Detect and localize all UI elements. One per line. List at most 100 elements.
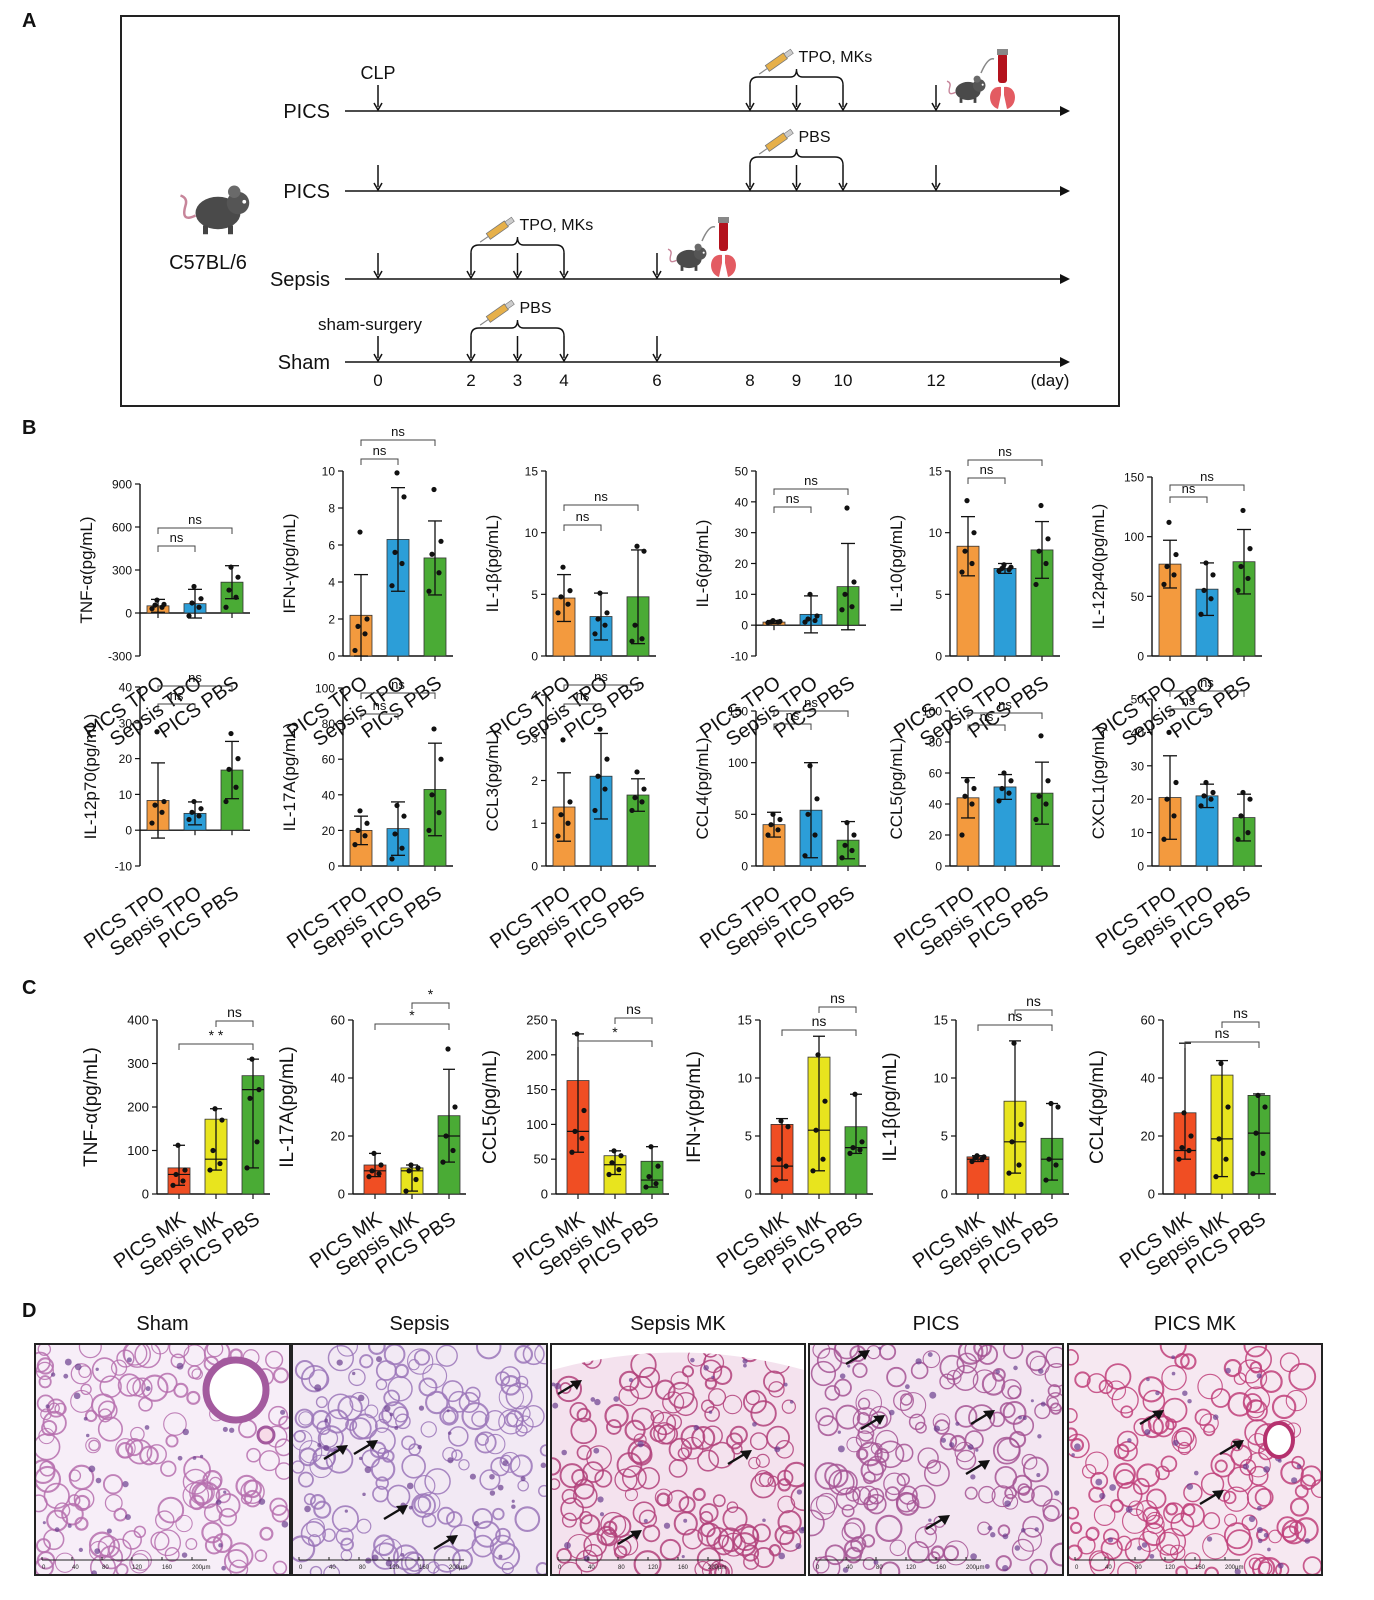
data-point	[567, 588, 573, 594]
data-point	[822, 1098, 828, 1104]
day-arrowhead	[373, 353, 383, 363]
alveolus	[274, 1438, 289, 1457]
y-tick-label: 0	[1148, 1187, 1155, 1202]
alveolus	[331, 1505, 359, 1533]
alveolus	[898, 1485, 918, 1505]
data-point	[450, 1147, 456, 1154]
y-tick-label: 0	[125, 824, 132, 838]
nucleus-cluster	[74, 1363, 82, 1371]
nucleus-cluster	[1256, 1373, 1262, 1379]
data-point	[849, 847, 855, 854]
alveolus	[461, 1402, 490, 1431]
alveolus	[37, 1345, 52, 1356]
alveolus	[1069, 1349, 1079, 1366]
alveolus	[1133, 1418, 1152, 1437]
alveolus	[924, 1522, 937, 1536]
alveolus	[816, 1347, 843, 1374]
histology-texture: 0 40 80 120 160 200μm	[552, 1345, 804, 1574]
alveolus	[666, 1414, 683, 1431]
nucleus-cluster	[1095, 1478, 1103, 1486]
y-tick-label: 200	[526, 1047, 548, 1062]
alveolus	[682, 1528, 703, 1550]
data-point	[558, 594, 564, 600]
significance-bracket	[614, 1017, 653, 1024]
data-point	[233, 594, 239, 600]
y-tick-label: 10	[735, 588, 749, 602]
nucleus-cluster	[554, 1382, 561, 1390]
nucleus-cluster	[1040, 1401, 1046, 1407]
nucleus-cluster	[970, 1553, 977, 1560]
nucleus-cluster	[1172, 1439, 1179, 1446]
data-point	[1045, 778, 1051, 784]
data-point	[639, 636, 645, 642]
nucleus-cluster	[915, 1358, 922, 1365]
alveolus	[1174, 1353, 1190, 1369]
alveolus	[604, 1403, 629, 1429]
data-point	[604, 610, 610, 616]
y-tick-label: 100	[728, 756, 748, 770]
nucleus-cluster	[67, 1523, 72, 1528]
blood-tube	[998, 53, 1007, 83]
y-tick-label: 50	[534, 1152, 548, 1167]
alveolus	[1254, 1487, 1274, 1507]
y-tick-label: 20	[322, 824, 336, 838]
y-tick-label: 60	[322, 753, 336, 767]
alveolus	[375, 1360, 397, 1381]
scale-bar-label: 80	[359, 1565, 366, 1571]
syringe-icon	[479, 216, 515, 243]
nucleus-cluster	[144, 1425, 150, 1430]
alveolus	[1090, 1471, 1109, 1490]
alveolus	[1288, 1362, 1317, 1391]
alveolus	[594, 1469, 613, 1488]
nucleus-cluster	[122, 1480, 129, 1488]
nucleus-cluster	[64, 1358, 72, 1366]
data-point	[161, 601, 167, 608]
data-point	[996, 798, 1002, 804]
alveolus	[879, 1345, 897, 1361]
alveolus	[1070, 1438, 1085, 1452]
alveolus	[870, 1442, 883, 1455]
alveolus	[815, 1492, 838, 1515]
alveolus	[473, 1520, 501, 1548]
alveolus	[68, 1469, 82, 1482]
nucleus-cluster	[762, 1518, 766, 1523]
alveolus	[1259, 1370, 1283, 1394]
alveolus	[1165, 1418, 1177, 1431]
y-tick-label: 0	[541, 1187, 548, 1202]
alveolus	[294, 1360, 315, 1381]
data-point	[847, 1150, 853, 1156]
scale-bar: 0 40 80 120 160 200μm	[1074, 1557, 1243, 1571]
data-point	[228, 730, 234, 737]
alveolus	[1170, 1512, 1195, 1537]
mouse-tail	[180, 194, 197, 219]
nucleus-cluster	[502, 1460, 508, 1466]
alveolus	[964, 1430, 984, 1450]
alveolus	[313, 1500, 332, 1519]
scale-bar-label: 160	[936, 1565, 947, 1571]
y-axis-label: TNF-α(pg/mL)	[77, 516, 96, 623]
alveolus	[1175, 1565, 1188, 1574]
data-point	[602, 786, 608, 792]
alveolus	[1160, 1455, 1178, 1473]
data-point	[839, 855, 845, 861]
day-tick-label: 4	[559, 371, 568, 390]
alveolus	[183, 1455, 211, 1484]
data-point	[569, 1149, 575, 1155]
data-point	[971, 785, 977, 792]
lesion-arrowhead	[1212, 1490, 1224, 1500]
nucleus-cluster	[1030, 1399, 1034, 1403]
lesion-arrowhead	[938, 1515, 950, 1525]
syringe-plunger	[504, 216, 515, 227]
y-tick-label: 300	[127, 1056, 149, 1071]
alveolus	[203, 1503, 223, 1523]
data-point	[602, 622, 608, 628]
data-point	[1238, 563, 1244, 570]
alveolus	[425, 1390, 449, 1415]
y-tick-label: 50	[1131, 693, 1145, 707]
data-point	[632, 622, 638, 628]
day-tick-label: 9	[792, 371, 801, 390]
significance-label: ns	[1200, 675, 1214, 690]
alveolus	[1081, 1463, 1097, 1479]
lesion-arrowhead	[1232, 1440, 1244, 1450]
alveolus	[642, 1524, 661, 1543]
